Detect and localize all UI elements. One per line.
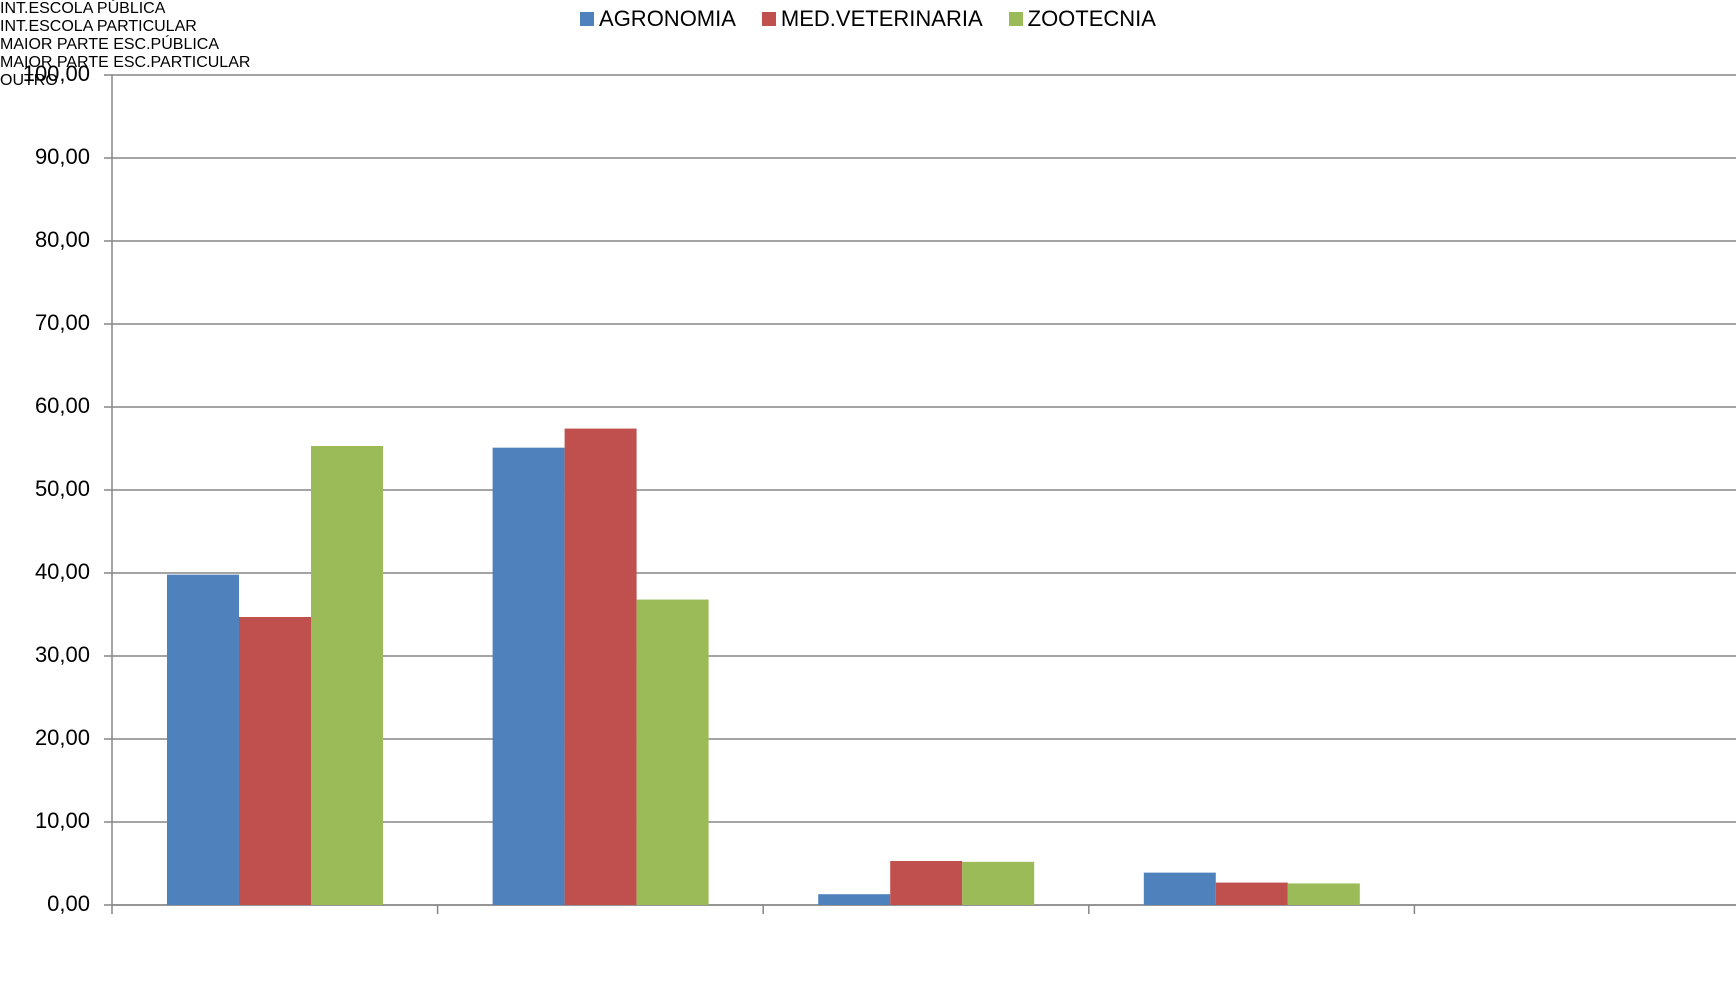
y-tick-label: 70,00 [35,310,90,335]
y-tick-label: 100,00 [23,61,90,86]
x-tick-label: MAIOR PARTE ESC.PARTICULAR [0,54,251,71]
y-tick-label: 0,00 [47,891,90,916]
bar [492,447,565,905]
y-tick-label: 80,00 [35,227,90,252]
y-tick-label: 10,00 [35,808,90,833]
x-tick-label: INT.ESCOLA PARTICULAR [0,18,197,35]
bar [1215,882,1288,905]
bar [311,446,383,905]
y-tick-label: 50,00 [35,476,90,501]
bar [890,861,963,905]
bar [167,574,239,905]
x-tick-label: OUTRO [0,72,58,89]
x-tick-label: MAIOR PARTE ESC.PÚBLICA [0,36,220,53]
legend-swatch [580,12,595,26]
bar [962,861,1035,905]
legend: AGRONOMIA MED.VETERINARIA ZOOTECNIA [0,6,1736,32]
x-tick-label: INT.ESCOLA PÚBLICA [0,0,166,17]
y-tick-label: 60,00 [35,393,90,418]
legend-item: AGRONOMIA [580,6,736,32]
y-tick-label: 20,00 [35,725,90,750]
y-tick-label: 30,00 [35,642,90,667]
legend-label: MED.VETERINARIA [780,6,983,31]
bar [1287,883,1360,905]
bar [636,599,709,905]
legend-label: AGRONOMIA [599,6,736,31]
bar [818,894,891,905]
y-tick-label: 90,00 [35,144,90,169]
bar [239,616,311,905]
legend-item: MED.VETERINARIA [761,6,983,32]
bar [1143,872,1216,905]
legend-item: ZOOTECNIA [1008,6,1156,32]
y-tick-label: 40,00 [35,559,90,584]
bar [564,428,637,905]
legend-label: ZOOTECNIA [1027,6,1156,31]
legend-swatch [1008,12,1023,26]
legend-swatch [761,12,776,26]
